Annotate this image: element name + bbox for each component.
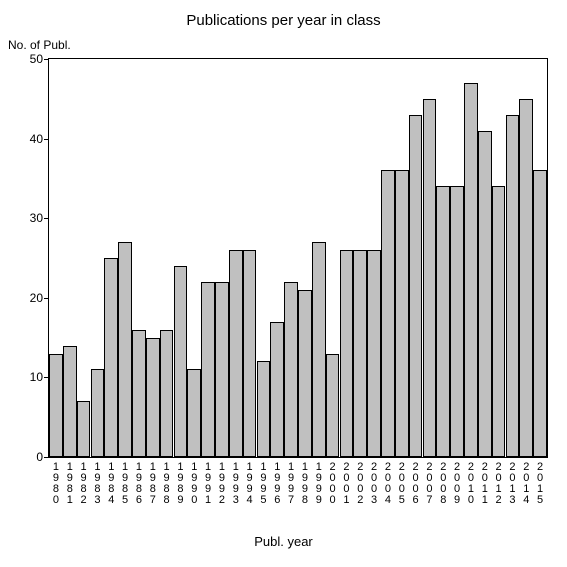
bar xyxy=(353,250,367,457)
x-tick-label: 1982 xyxy=(77,462,91,506)
bar xyxy=(77,401,91,457)
y-tick-label: 40 xyxy=(13,132,43,146)
x-tick-label: 2014 xyxy=(519,462,533,506)
bar xyxy=(160,330,174,457)
x-tick-label: 1984 xyxy=(104,462,118,506)
x-tick-label: 2003 xyxy=(367,462,381,506)
bar xyxy=(340,250,354,457)
y-tick-label: 50 xyxy=(13,52,43,66)
y-tick-mark xyxy=(44,218,48,219)
bar xyxy=(423,99,437,457)
x-tick-label: 1986 xyxy=(132,462,146,506)
bar xyxy=(519,99,533,457)
bar xyxy=(270,322,284,457)
x-tick-label: 1990 xyxy=(187,462,201,506)
x-tick-label: 2012 xyxy=(492,462,506,506)
x-tick-label: 2000 xyxy=(326,462,340,506)
x-tick-label: 2004 xyxy=(381,462,395,506)
x-tick-label: 2002 xyxy=(353,462,367,506)
bar xyxy=(146,338,160,457)
bar xyxy=(243,250,257,457)
bar xyxy=(118,242,132,457)
chart-figure: Publications per year in class No. of Pu… xyxy=(0,0,567,567)
x-tick-label: 2008 xyxy=(436,462,450,506)
bar xyxy=(104,258,118,457)
bar xyxy=(284,282,298,457)
x-tick-label: 2005 xyxy=(395,462,409,506)
x-tick-label: 1998 xyxy=(298,462,312,506)
plot-area xyxy=(48,58,548,458)
bar xyxy=(215,282,229,457)
bar xyxy=(312,242,326,457)
bar xyxy=(257,361,271,457)
y-tick-label: 0 xyxy=(13,450,43,464)
bar xyxy=(229,250,243,457)
bar xyxy=(381,170,395,457)
bar xyxy=(49,354,63,457)
x-tick-label: 2013 xyxy=(505,462,519,506)
y-tick-mark xyxy=(44,298,48,299)
bar xyxy=(436,186,450,457)
x-tick-label: 1999 xyxy=(312,462,326,506)
x-tick-label: 2001 xyxy=(339,462,353,506)
y-tick-mark xyxy=(44,139,48,140)
y-tick-label: 20 xyxy=(13,291,43,305)
x-tick-label: 1992 xyxy=(215,462,229,506)
x-tick-label: 1987 xyxy=(146,462,160,506)
bar xyxy=(478,131,492,457)
x-tick-label: 1985 xyxy=(118,462,132,506)
x-tick-label: 2006 xyxy=(409,462,423,506)
bar xyxy=(132,330,146,457)
bar xyxy=(506,115,520,457)
bar xyxy=(91,369,105,457)
x-tick-label: 1989 xyxy=(173,462,187,506)
y-axis-label: No. of Publ. xyxy=(8,38,71,52)
x-tick-label: 1991 xyxy=(201,462,215,506)
bar xyxy=(492,186,506,457)
bar xyxy=(395,170,409,457)
x-tick-label: 1983 xyxy=(90,462,104,506)
y-tick-mark xyxy=(44,377,48,378)
x-tick-label: 2015 xyxy=(533,462,547,506)
y-tick-mark xyxy=(44,59,48,60)
x-tick-label: 1993 xyxy=(229,462,243,506)
bar xyxy=(187,369,201,457)
x-tick-label: 2010 xyxy=(464,462,478,506)
x-tick-label: 1994 xyxy=(243,462,257,506)
y-tick-mark xyxy=(44,457,48,458)
bar xyxy=(533,170,547,457)
x-tick-label: 1980 xyxy=(49,462,63,506)
x-tick-label: 2007 xyxy=(422,462,436,506)
bars-container xyxy=(49,59,547,457)
x-tick-label: 2009 xyxy=(450,462,464,506)
bar xyxy=(63,346,77,457)
x-tick-label: 2011 xyxy=(478,462,492,506)
bar xyxy=(464,83,478,457)
bar xyxy=(409,115,423,457)
bar xyxy=(326,354,340,457)
x-tick-label: 1995 xyxy=(256,462,270,506)
x-tick-label: 1996 xyxy=(270,462,284,506)
x-tick-label: 1988 xyxy=(160,462,174,506)
bar xyxy=(201,282,215,457)
bar xyxy=(298,290,312,457)
bar xyxy=(450,186,464,457)
y-tick-label: 10 xyxy=(13,370,43,384)
x-tick-label: 1997 xyxy=(284,462,298,506)
x-tick-label: 1981 xyxy=(63,462,77,506)
bar xyxy=(174,266,188,457)
chart-title: Publications per year in class xyxy=(0,12,567,29)
x-axis-label: Publ. year xyxy=(0,534,567,549)
y-tick-label: 30 xyxy=(13,211,43,225)
bar xyxy=(367,250,381,457)
